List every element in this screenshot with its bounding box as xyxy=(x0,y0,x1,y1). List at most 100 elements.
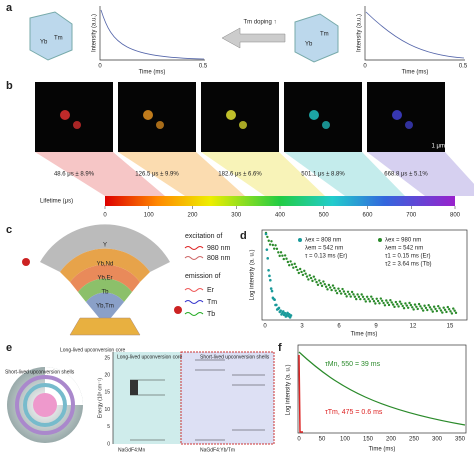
scatter-dot xyxy=(293,262,296,266)
scatter-dot xyxy=(331,284,335,287)
tick-label: 100 xyxy=(340,437,351,443)
scatter-dot xyxy=(265,248,269,251)
scatter-dot xyxy=(324,285,328,288)
emission: Tb xyxy=(207,311,215,318)
scatter-dot xyxy=(452,307,455,310)
crystal xyxy=(29,11,73,61)
axis xyxy=(261,229,468,321)
tick-label: 0 xyxy=(297,437,301,443)
tick-label: 500 xyxy=(319,213,330,219)
scatter-dot xyxy=(298,267,302,271)
scatter-dot xyxy=(286,260,290,264)
legend-text: λex = 980 nm xyxy=(385,238,421,244)
scatter-dot xyxy=(339,292,343,295)
tick-label: 0.5 xyxy=(459,64,468,70)
scatter-dot xyxy=(305,275,309,278)
lifetime-label: 48.6 μs ± 8.9% xyxy=(54,172,95,178)
scatter-dot xyxy=(323,282,326,286)
scatter-dot xyxy=(270,289,274,293)
scatter-dot xyxy=(365,295,369,298)
scatter-dot xyxy=(420,307,424,310)
emission-title: emission of xyxy=(185,273,220,280)
scatter-dot xyxy=(304,272,307,275)
scatter-dot xyxy=(290,263,294,266)
tick-label: 20 xyxy=(104,373,110,379)
scatter-dot xyxy=(300,270,303,274)
scatter-dot xyxy=(450,312,454,315)
tick-label: 0 xyxy=(263,324,267,330)
wave xyxy=(184,288,204,292)
scatter-dot xyxy=(408,301,411,305)
scatter-dot xyxy=(413,303,417,306)
shell-label: Yb,Er xyxy=(97,276,112,282)
scatter-dot xyxy=(346,290,350,293)
micrograph xyxy=(201,82,279,152)
tick-label: 10 xyxy=(104,407,110,413)
scatter-dot xyxy=(421,309,425,312)
tick-label: 5 xyxy=(107,424,110,430)
scatter-dot xyxy=(320,284,324,288)
scatter-dot xyxy=(308,274,311,277)
scatter-dot xyxy=(341,287,344,291)
scatter-dot xyxy=(281,310,285,313)
scatter-dot xyxy=(334,289,337,292)
scatter-dot xyxy=(281,254,284,257)
scatter-dot xyxy=(356,293,359,296)
scatter-dot xyxy=(303,269,306,273)
shell xyxy=(60,248,150,282)
micrograph xyxy=(35,82,113,152)
scatter-dot xyxy=(294,265,298,269)
panel-label: e xyxy=(6,342,12,354)
tick-label: 0 xyxy=(363,64,367,70)
tick-label: 700 xyxy=(406,213,417,219)
scatter-dot xyxy=(275,303,278,307)
scatter-dot xyxy=(400,302,403,306)
legend-text: τ2 = 3.64 ms (Tb) xyxy=(385,262,432,268)
tick-label: 12 xyxy=(410,324,417,330)
panel-label: a xyxy=(6,2,13,14)
tick-label: 50 xyxy=(319,437,326,443)
scatter-dot xyxy=(309,276,313,280)
scatter-dot xyxy=(412,308,415,311)
scatter-dot xyxy=(277,251,280,254)
scatter-dot xyxy=(454,311,458,315)
shell-box xyxy=(180,351,275,445)
scatter-dot xyxy=(268,243,272,246)
shell-label: Yb,Tm xyxy=(96,304,114,310)
y-label: Log intensity (a. u.) xyxy=(250,249,256,300)
shell xyxy=(70,264,140,292)
scatter-dot xyxy=(319,282,322,285)
y-label: Log intensity (a. u.) xyxy=(286,364,292,415)
scatter-dot xyxy=(361,295,365,299)
wave xyxy=(184,256,204,260)
scatter-dot xyxy=(417,302,421,306)
annotation: Short-lived upconversion shells xyxy=(5,369,75,375)
scatter-dot xyxy=(393,305,396,309)
scatter-dot xyxy=(275,247,279,251)
spot xyxy=(322,121,330,129)
annotation: τTm, 475 = 0.6 ms xyxy=(325,409,383,416)
scatter-dot xyxy=(307,278,310,281)
scatter-dot xyxy=(268,274,271,278)
lifetime-label: 501.1 μs ± 8.8% xyxy=(301,172,345,178)
emission: Tm xyxy=(207,299,217,306)
scatter-dot xyxy=(438,307,441,310)
panel-label: f xyxy=(278,342,282,354)
tick-label: 0.5 xyxy=(199,64,208,70)
fan xyxy=(284,152,405,196)
decay-curve xyxy=(298,354,303,433)
box-title: Short-lived upconversion shells xyxy=(200,354,270,360)
annotation: τMn, 550 = 39 ms xyxy=(325,361,381,368)
scatter-dot xyxy=(274,244,277,247)
crystal-label: Tm xyxy=(54,36,63,42)
scatter-dot xyxy=(423,304,426,307)
tick-label: 6 xyxy=(337,324,341,330)
core xyxy=(33,393,57,417)
scatter-dot xyxy=(424,306,428,310)
crystal-label: Tm xyxy=(320,32,329,38)
shell xyxy=(78,278,132,302)
legend-text: τ = 0.13 ms (Er) xyxy=(305,254,347,260)
scatter-dot xyxy=(386,301,389,304)
tick-label: 3 xyxy=(300,324,304,330)
material: NaGdF4:Yb/Tm xyxy=(200,447,235,453)
